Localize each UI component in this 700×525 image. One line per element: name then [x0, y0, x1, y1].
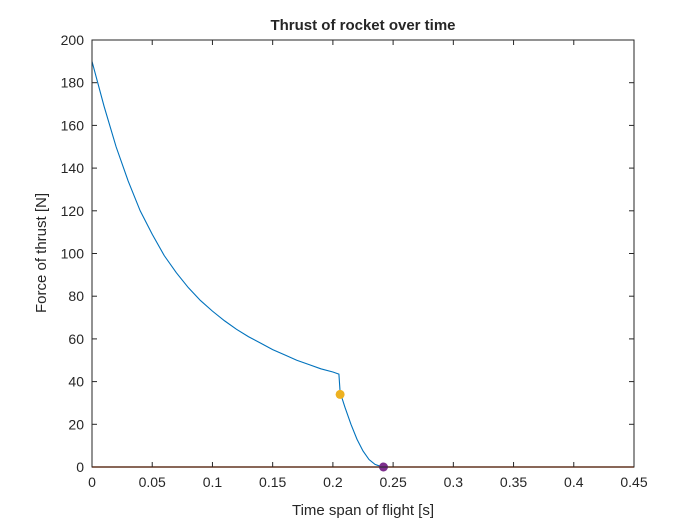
- x-tick-label: 0.35: [500, 474, 527, 490]
- chart-title: Thrust of rocket over time: [270, 17, 455, 34]
- y-tick-label: 200: [61, 32, 85, 48]
- y-tick-label: 160: [61, 117, 85, 133]
- series-line-1: [91, 61, 384, 468]
- tick-layer: 0 0.05 0.1 0.15 0.2 0.25 0.3 0.35 0.4 0.45 0 20 40 60…: [61, 32, 648, 490]
- x-axis-label: Time span of flight [s]: [292, 502, 434, 519]
- x-tick-label: 0: [88, 474, 96, 490]
- x-tick-label: 0.45: [620, 474, 647, 490]
- y-tick-label: 60: [68, 331, 84, 347]
- x-tick-label: 0.15: [259, 474, 286, 490]
- y-tick-label: 80: [68, 288, 84, 304]
- y-tick-label: 120: [61, 203, 85, 219]
- y-tick-label: 0: [76, 459, 84, 475]
- x-tick-label: 0.25: [379, 474, 406, 490]
- y-tick-label: 100: [61, 246, 85, 262]
- y-axis-label: Force of thrust [N]: [33, 193, 50, 313]
- data-point-marker-1: [335, 389, 345, 399]
- x-tick-label: 0.4: [564, 474, 584, 490]
- x-tick-label: 0.2: [323, 474, 343, 490]
- x-tick-label: 0.3: [444, 474, 464, 490]
- plot-area: [92, 40, 634, 467]
- x-tick-label: 0.05: [139, 474, 166, 490]
- y-tick-label: 20: [68, 416, 84, 432]
- y-tick-label: 40: [68, 374, 84, 390]
- y-tick-label: 180: [61, 75, 85, 91]
- x-tick-label: 0.1: [203, 474, 223, 490]
- y-tick-label: 140: [61, 160, 85, 176]
